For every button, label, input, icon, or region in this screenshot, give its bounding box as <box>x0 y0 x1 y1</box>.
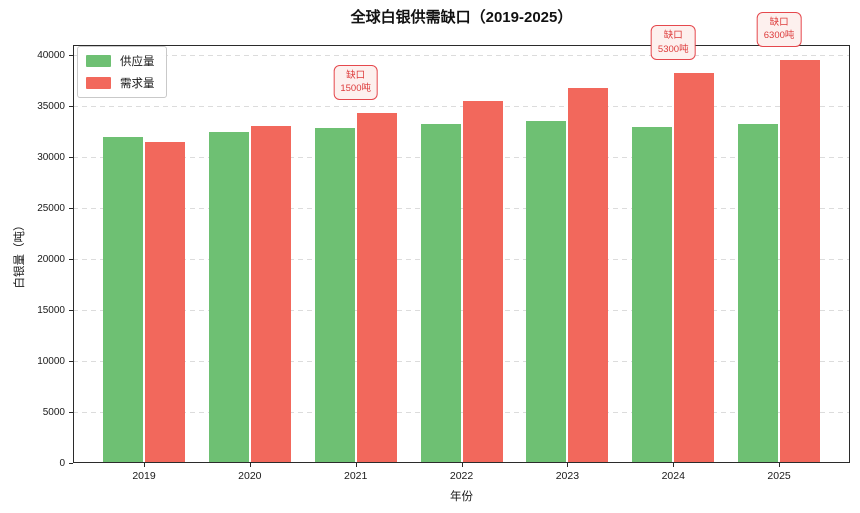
gridline-10000 <box>73 361 850 362</box>
legend-swatch-demand <box>86 77 111 89</box>
gap-annotation-line1: 缺口 <box>769 16 789 28</box>
y-tick-label-15000: 15000 <box>37 304 65 316</box>
x-tick-2020 <box>249 463 251 467</box>
x-tick-label-2025: 2025 <box>767 470 791 482</box>
y-tick-label-10000: 10000 <box>37 355 65 367</box>
gap-annotation-line1: 缺口 <box>346 69 366 81</box>
bar-supply-2019 <box>103 136 143 463</box>
legend-item-demand: 需求量 <box>86 75 155 91</box>
chart-title: 全球白银供需缺口（2019-2025） <box>350 9 573 26</box>
x-tick-label-2020: 2020 <box>238 470 262 482</box>
y-tick-label-30000: 30000 <box>37 151 65 163</box>
gridline-35000 <box>73 106 850 107</box>
y-tick-0 <box>69 463 73 464</box>
gridline-15000 <box>73 310 850 311</box>
gridline-20000 <box>73 259 850 260</box>
x-tick-2025 <box>779 463 781 467</box>
y-tick-25000 <box>69 208 73 209</box>
gap-annotation-2025: 缺口 6300吨 <box>756 11 802 48</box>
gap-annotation-line2: 6300吨 <box>763 30 795 42</box>
y-tick-10000 <box>69 361 73 362</box>
gridline-40000 <box>73 55 850 56</box>
gap-annotation-line1: 缺口 <box>663 29 683 41</box>
x-tick-label-2021: 2021 <box>344 470 368 482</box>
gridline-30000 <box>73 157 850 158</box>
y-tick-5000 <box>69 412 73 413</box>
y-tick-label-5000: 5000 <box>42 406 65 418</box>
spine-right <box>849 45 850 463</box>
y-tick-30000 <box>69 157 73 158</box>
spine-left <box>73 45 74 463</box>
gap-annotation-2021: 缺口 1500吨 <box>333 64 379 101</box>
y-tick-label-25000: 25000 <box>37 202 65 214</box>
legend-swatch-supply <box>86 55 111 67</box>
gap-annotation-line2: 5300吨 <box>657 43 689 55</box>
x-tick-2021 <box>355 463 357 467</box>
gridline-25000 <box>73 208 850 209</box>
y-tick-label-20000: 20000 <box>37 253 65 265</box>
bar-demand-2022 <box>462 100 503 463</box>
gap-annotation-line2: 1500吨 <box>340 83 372 95</box>
x-tick-label-2022: 2022 <box>449 470 474 482</box>
plot-area: 缺口 1500吨 缺口 5300吨 缺口 6300吨 <box>73 11 850 463</box>
y-tick-label-35000: 35000 <box>37 100 65 112</box>
bar-supply-2020 <box>208 131 249 463</box>
x-tick-label-2019: 2019 <box>132 470 156 482</box>
spine-top <box>73 45 850 46</box>
bar-demand-2020 <box>250 126 291 463</box>
y-tick-label-40000: 40000 <box>37 49 65 61</box>
y-tick-15000 <box>69 310 73 311</box>
y-tick-35000 <box>69 106 73 107</box>
x-tick-label-2023: 2023 <box>555 470 580 482</box>
x-axis-label: 年份 <box>450 491 473 503</box>
legend: 供应量 需求量 <box>77 46 167 98</box>
y-tick-40000 <box>69 55 73 56</box>
bar-supply-2023 <box>526 121 567 463</box>
bar-supply-2021 <box>314 128 355 463</box>
legend-item-supply: 供应量 <box>86 53 155 69</box>
x-tick-2023 <box>567 463 569 467</box>
bar-demand-2024 <box>674 73 715 463</box>
bar-demand-2019 <box>145 141 185 463</box>
bar-demand-2021 <box>356 113 397 463</box>
bar-demand-2025 <box>780 60 821 463</box>
legend-label-demand: 需求量 <box>120 78 155 90</box>
legend-label-supply: 供应量 <box>120 56 155 68</box>
bar-supply-2024 <box>632 127 673 463</box>
x-tick-label-2024: 2024 <box>661 470 685 482</box>
bar-supply-2025 <box>738 124 779 463</box>
y-tick-20000 <box>69 259 73 260</box>
y-tick-label-0: 0 <box>59 457 65 469</box>
spine-bottom <box>73 462 850 463</box>
x-tick-2019 <box>144 463 145 467</box>
bar-demand-2023 <box>568 87 609 463</box>
x-tick-2024 <box>673 463 675 467</box>
bar-supply-2022 <box>420 124 461 463</box>
x-tick-2022 <box>461 463 463 467</box>
gridline-5000 <box>73 412 850 413</box>
gap-annotation-2024: 缺口 5300吨 <box>650 24 696 61</box>
